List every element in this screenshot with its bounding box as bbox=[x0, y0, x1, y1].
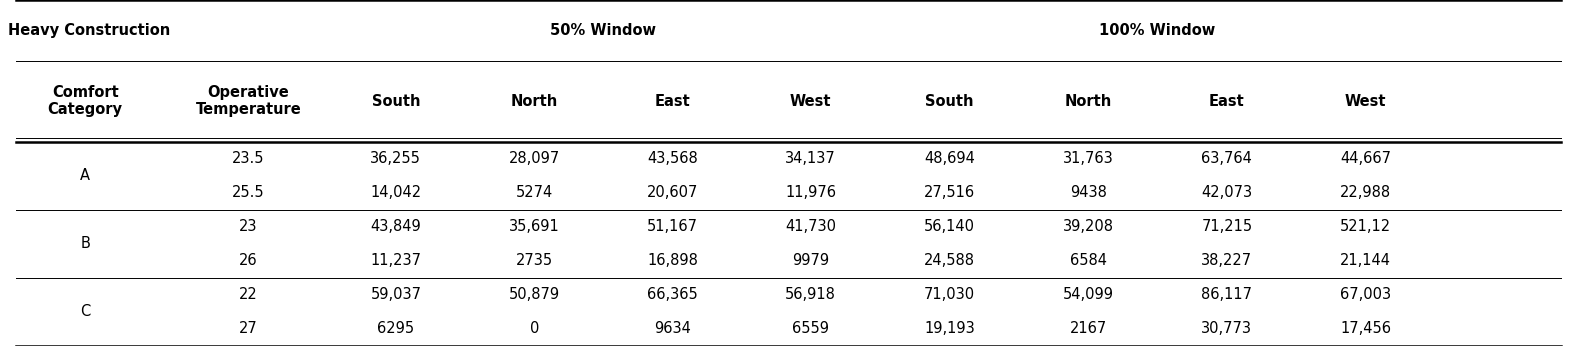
Text: 56,140: 56,140 bbox=[924, 219, 975, 235]
Text: 14,042: 14,042 bbox=[371, 185, 421, 200]
Text: 56,918: 56,918 bbox=[785, 288, 836, 302]
Text: 42,073: 42,073 bbox=[1202, 185, 1252, 200]
Text: 66,365: 66,365 bbox=[647, 288, 699, 302]
Text: 43,568: 43,568 bbox=[647, 151, 699, 166]
Text: 22,988: 22,988 bbox=[1340, 185, 1391, 200]
Text: 36,255: 36,255 bbox=[371, 151, 421, 166]
Text: 9979: 9979 bbox=[792, 253, 830, 268]
Text: 11,237: 11,237 bbox=[371, 253, 421, 268]
Text: 6559: 6559 bbox=[792, 321, 830, 337]
Text: Operative
Temperature: Operative Temperature bbox=[196, 85, 301, 117]
Text: 67,003: 67,003 bbox=[1340, 288, 1391, 302]
Text: 54,099: 54,099 bbox=[1063, 288, 1113, 302]
Text: 0: 0 bbox=[530, 321, 539, 337]
Text: 22: 22 bbox=[240, 288, 257, 302]
Text: East: East bbox=[1210, 94, 1244, 109]
Text: B: B bbox=[80, 236, 90, 252]
Text: 44,667: 44,667 bbox=[1340, 151, 1391, 166]
Text: North: North bbox=[1064, 94, 1112, 109]
Text: 11,976: 11,976 bbox=[785, 185, 836, 200]
Text: North: North bbox=[511, 94, 558, 109]
Text: 24,588: 24,588 bbox=[924, 253, 975, 268]
Text: 51,167: 51,167 bbox=[647, 219, 699, 235]
Text: 38,227: 38,227 bbox=[1202, 253, 1252, 268]
Text: 19,193: 19,193 bbox=[924, 321, 975, 337]
Text: 100% Window: 100% Window bbox=[1099, 23, 1216, 38]
Text: 9634: 9634 bbox=[654, 321, 691, 337]
Text: 27,516: 27,516 bbox=[924, 185, 975, 200]
Text: 31,763: 31,763 bbox=[1063, 151, 1113, 166]
Text: 71,215: 71,215 bbox=[1202, 219, 1252, 235]
Text: 16,898: 16,898 bbox=[647, 253, 699, 268]
Text: 50% Window: 50% Window bbox=[550, 23, 656, 38]
Text: 5274: 5274 bbox=[516, 185, 554, 200]
Text: 26: 26 bbox=[240, 253, 257, 268]
Text: East: East bbox=[654, 94, 691, 109]
Text: 50,879: 50,879 bbox=[509, 288, 560, 302]
Text: 521,12: 521,12 bbox=[1340, 219, 1391, 235]
Text: 86,117: 86,117 bbox=[1202, 288, 1252, 302]
Text: C: C bbox=[80, 304, 90, 319]
Text: 2735: 2735 bbox=[516, 253, 554, 268]
Text: 6295: 6295 bbox=[377, 321, 415, 337]
Text: 63,764: 63,764 bbox=[1202, 151, 1252, 166]
Text: 27: 27 bbox=[240, 321, 257, 337]
Text: 6584: 6584 bbox=[1069, 253, 1107, 268]
Text: 2167: 2167 bbox=[1069, 321, 1107, 337]
Text: 48,694: 48,694 bbox=[924, 151, 975, 166]
Text: 34,137: 34,137 bbox=[785, 151, 836, 166]
Text: 41,730: 41,730 bbox=[785, 219, 836, 235]
Text: 20,607: 20,607 bbox=[647, 185, 699, 200]
Text: 17,456: 17,456 bbox=[1340, 321, 1391, 337]
Text: 35,691: 35,691 bbox=[509, 219, 560, 235]
Text: 28,097: 28,097 bbox=[509, 151, 560, 166]
Text: South: South bbox=[372, 94, 419, 109]
Text: 30,773: 30,773 bbox=[1202, 321, 1252, 337]
Text: 25.5: 25.5 bbox=[232, 185, 265, 200]
Text: South: South bbox=[926, 94, 973, 109]
Text: 23: 23 bbox=[240, 219, 257, 235]
Text: 43,849: 43,849 bbox=[371, 219, 421, 235]
Text: 71,030: 71,030 bbox=[924, 288, 975, 302]
Text: 9438: 9438 bbox=[1069, 185, 1107, 200]
Text: Heavy Construction: Heavy Construction bbox=[8, 23, 170, 38]
Text: Comfort
Category: Comfort Category bbox=[47, 85, 123, 117]
Text: 59,037: 59,037 bbox=[371, 288, 421, 302]
Text: West: West bbox=[790, 94, 831, 109]
Text: West: West bbox=[1345, 94, 1386, 109]
Text: 23.5: 23.5 bbox=[232, 151, 265, 166]
Text: 39,208: 39,208 bbox=[1063, 219, 1113, 235]
Text: 21,144: 21,144 bbox=[1340, 253, 1391, 268]
Text: A: A bbox=[80, 169, 90, 183]
